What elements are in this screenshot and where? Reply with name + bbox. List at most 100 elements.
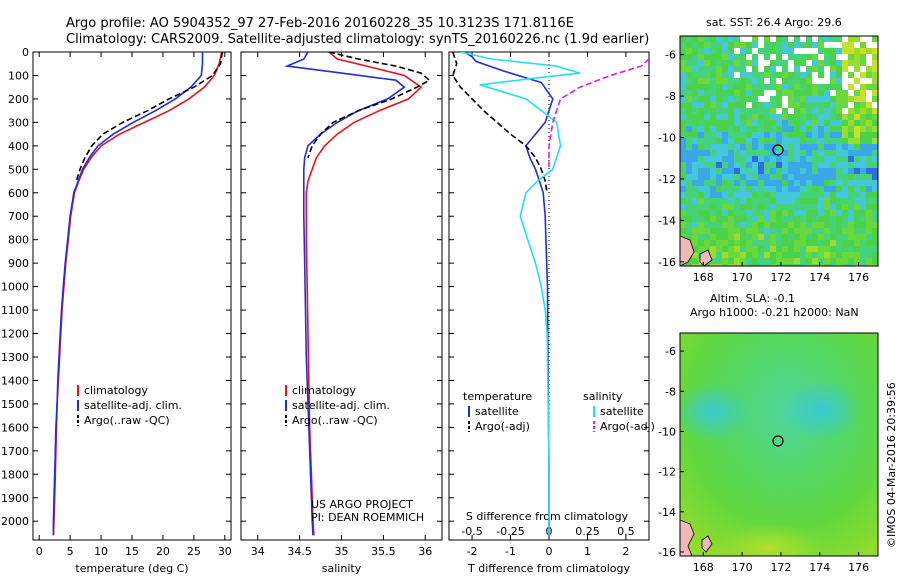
sst-cell — [752, 246, 758, 252]
map-y-tick-label: -14 — [658, 506, 676, 519]
sst-cell — [704, 120, 710, 126]
sst-cell — [848, 156, 854, 162]
sst-cell — [842, 138, 848, 144]
sst-cell — [746, 138, 752, 144]
sst-cell — [704, 72, 710, 78]
sst-cell — [764, 192, 770, 198]
y-tick-label: 1900 — [1, 492, 29, 505]
map-y-tick-label: -12 — [658, 173, 676, 186]
sst-cell — [776, 192, 782, 198]
sst-cell — [686, 114, 692, 120]
sst-cell — [758, 174, 764, 180]
sst-cell — [794, 156, 800, 162]
sst-cell — [728, 42, 734, 48]
sst-cell — [722, 246, 728, 252]
sst-cell — [686, 108, 692, 114]
sst-cell — [692, 216, 698, 222]
sst-cell — [698, 204, 704, 210]
sst-cell — [746, 240, 752, 246]
sst-cell — [830, 84, 836, 90]
sst-cell — [818, 66, 824, 72]
sst-cell — [824, 216, 830, 222]
sst-cell — [800, 198, 806, 204]
sst-cell — [872, 252, 878, 258]
sst-cell — [824, 90, 830, 96]
sst-cell — [848, 96, 854, 102]
sst-cell — [872, 72, 878, 78]
sst-cell — [722, 90, 728, 96]
sst-cell — [746, 210, 752, 216]
sst-cell — [818, 246, 824, 252]
sst-cell — [728, 210, 734, 216]
sst-cell — [722, 264, 728, 266]
sst-cell — [722, 174, 728, 180]
sst-cell — [848, 180, 854, 186]
sst-cell — [734, 126, 740, 132]
sst-cell — [782, 222, 788, 228]
sst-cell — [824, 234, 830, 240]
sst-cell — [818, 42, 824, 48]
sst-cell — [830, 120, 836, 126]
sst-cell — [776, 222, 782, 228]
sst-cell — [842, 222, 848, 228]
sst-cell — [866, 48, 872, 54]
sst-cell — [746, 72, 752, 78]
sst-cell — [764, 252, 770, 258]
sst-cell — [686, 60, 692, 66]
sst-cell — [770, 240, 776, 246]
sst-cell — [848, 246, 854, 252]
sst-cell — [794, 210, 800, 216]
sst-cell — [758, 228, 764, 234]
sst-cell — [728, 150, 734, 156]
sst-cell — [686, 180, 692, 186]
sst-cell — [680, 42, 686, 48]
sst-cell — [746, 252, 752, 258]
sst-cell — [692, 174, 698, 180]
sst-cell — [716, 174, 722, 180]
sst-cell — [740, 72, 746, 78]
sst-cell — [722, 186, 728, 192]
sst-cell — [800, 156, 806, 162]
sst-cell — [752, 120, 758, 126]
sst-cell — [692, 252, 698, 258]
sst-cell — [806, 84, 812, 90]
sst-cell — [818, 192, 824, 198]
sst-cell — [848, 174, 854, 180]
sst-cell — [686, 216, 692, 222]
sst-cell — [830, 114, 836, 120]
sst-cell — [872, 132, 878, 138]
sst-cell — [818, 72, 824, 78]
sst-cell — [812, 144, 818, 150]
sst-cell — [800, 228, 806, 234]
sst-cell — [860, 264, 866, 266]
sst-cell — [734, 108, 740, 114]
sst-cell — [716, 252, 722, 258]
sst-cell — [716, 264, 722, 266]
sst-cell — [692, 84, 698, 90]
sst-cell — [800, 186, 806, 192]
sst-cell — [758, 78, 764, 84]
sst-cell — [758, 144, 764, 150]
sst-cell — [836, 204, 842, 210]
sst-cell — [818, 150, 824, 156]
sst-cell — [806, 198, 812, 204]
sst-cell — [680, 210, 686, 216]
sst-cell — [800, 126, 806, 132]
sst-cell — [758, 210, 764, 216]
sst-cell — [734, 186, 740, 192]
sst-cell — [758, 234, 764, 240]
sst-cell — [728, 84, 734, 90]
y-tick-label: 1600 — [1, 421, 29, 434]
sst-cell — [812, 210, 818, 216]
sst-cell — [782, 138, 788, 144]
sst-cell — [710, 240, 716, 246]
sst-cell — [728, 204, 734, 210]
sst-cell — [686, 54, 692, 60]
sst-cell — [710, 144, 716, 150]
sst-cell — [806, 138, 812, 144]
sst-cell — [782, 114, 788, 120]
sst-cell — [722, 78, 728, 84]
sst-cell — [806, 228, 812, 234]
sst-cell — [872, 222, 878, 228]
sst-cell — [722, 114, 728, 120]
